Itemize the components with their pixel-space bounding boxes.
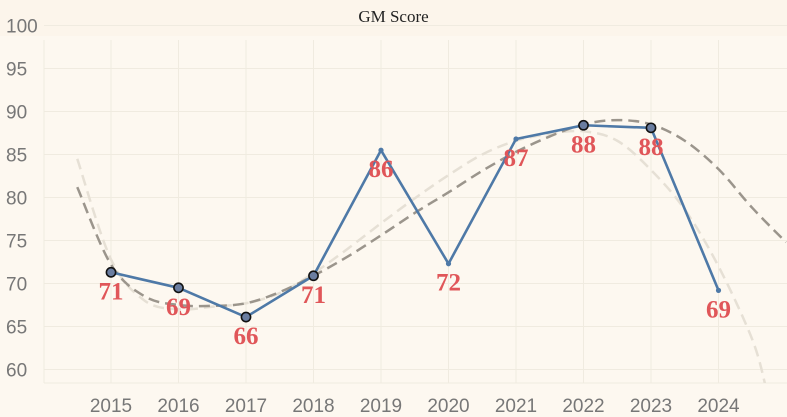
data-label-2015: 71 bbox=[99, 278, 124, 305]
gridlines bbox=[43, 25, 787, 384]
data-point-2023 bbox=[645, 122, 657, 134]
data-point-2016 bbox=[173, 282, 184, 294]
trendline-2 bbox=[76, 129, 767, 383]
data-label-2024: 69 bbox=[706, 296, 731, 323]
data-points bbox=[105, 119, 722, 323]
x-tick-label: 2024 bbox=[697, 396, 740, 417]
x-axis-ticks: 2015 2016 2017 2018 2019 2020 2021 2022 2023 2024 bbox=[90, 396, 740, 417]
data-label-2020: 72 bbox=[436, 270, 461, 297]
data-label-2023: 88 bbox=[639, 134, 664, 161]
data-point-2019 bbox=[378, 147, 384, 153]
data-point-2018 bbox=[308, 270, 319, 282]
y-tick-label: 85 bbox=[6, 146, 27, 167]
x-tick-label: 2021 bbox=[495, 396, 537, 417]
data-label-2021: 87 bbox=[504, 145, 529, 172]
y-tick-label: 60 bbox=[6, 361, 27, 382]
data-point-2020 bbox=[445, 261, 452, 267]
y-axis-ticks: 60 65 70 75 80 85 90 95 100 bbox=[6, 17, 38, 382]
trendlines bbox=[76, 118, 787, 383]
y-tick-label: 70 bbox=[6, 275, 27, 296]
x-tick-label: 2016 bbox=[157, 396, 199, 417]
data-point-2017 bbox=[240, 311, 252, 323]
x-tick-label: 2019 bbox=[360, 396, 402, 417]
chart-title: GM Score bbox=[358, 7, 428, 26]
x-tick-label: 2018 bbox=[292, 396, 334, 417]
title-band bbox=[0, 0, 787, 36]
x-tick-label: 2017 bbox=[225, 396, 267, 417]
y-tick-label: 65 bbox=[6, 318, 27, 339]
x-tick-label: 2023 bbox=[630, 396, 672, 417]
data-point-2015 bbox=[105, 266, 117, 278]
trendline-1 bbox=[76, 118, 787, 308]
y-tick-label: 95 bbox=[6, 60, 27, 81]
x-tick-label: 2022 bbox=[562, 396, 604, 417]
data-point-2022 bbox=[578, 119, 589, 131]
data-point-2024 bbox=[715, 287, 722, 293]
series-polyline bbox=[110, 123, 720, 319]
y-tick-label: 90 bbox=[6, 103, 27, 124]
data-label-2019: 86 bbox=[369, 156, 394, 183]
y-tick-label: 100 bbox=[6, 17, 38, 38]
data-point-2021 bbox=[513, 136, 519, 142]
data-label-2022: 88 bbox=[571, 131, 596, 158]
data-label-2016: 69 bbox=[166, 294, 191, 321]
y-tick-label: 80 bbox=[6, 189, 27, 210]
series-line bbox=[110, 123, 720, 319]
x-tick-label: 2015 bbox=[90, 396, 132, 417]
data-label-2017: 66 bbox=[234, 323, 259, 350]
y-tick-label: 75 bbox=[6, 232, 27, 253]
data-label-2018: 71 bbox=[301, 282, 326, 309]
x-tick-label: 2020 bbox=[427, 396, 469, 417]
data-labels: 71 69 66 71 86 72 87 88 88 69 bbox=[99, 131, 732, 350]
